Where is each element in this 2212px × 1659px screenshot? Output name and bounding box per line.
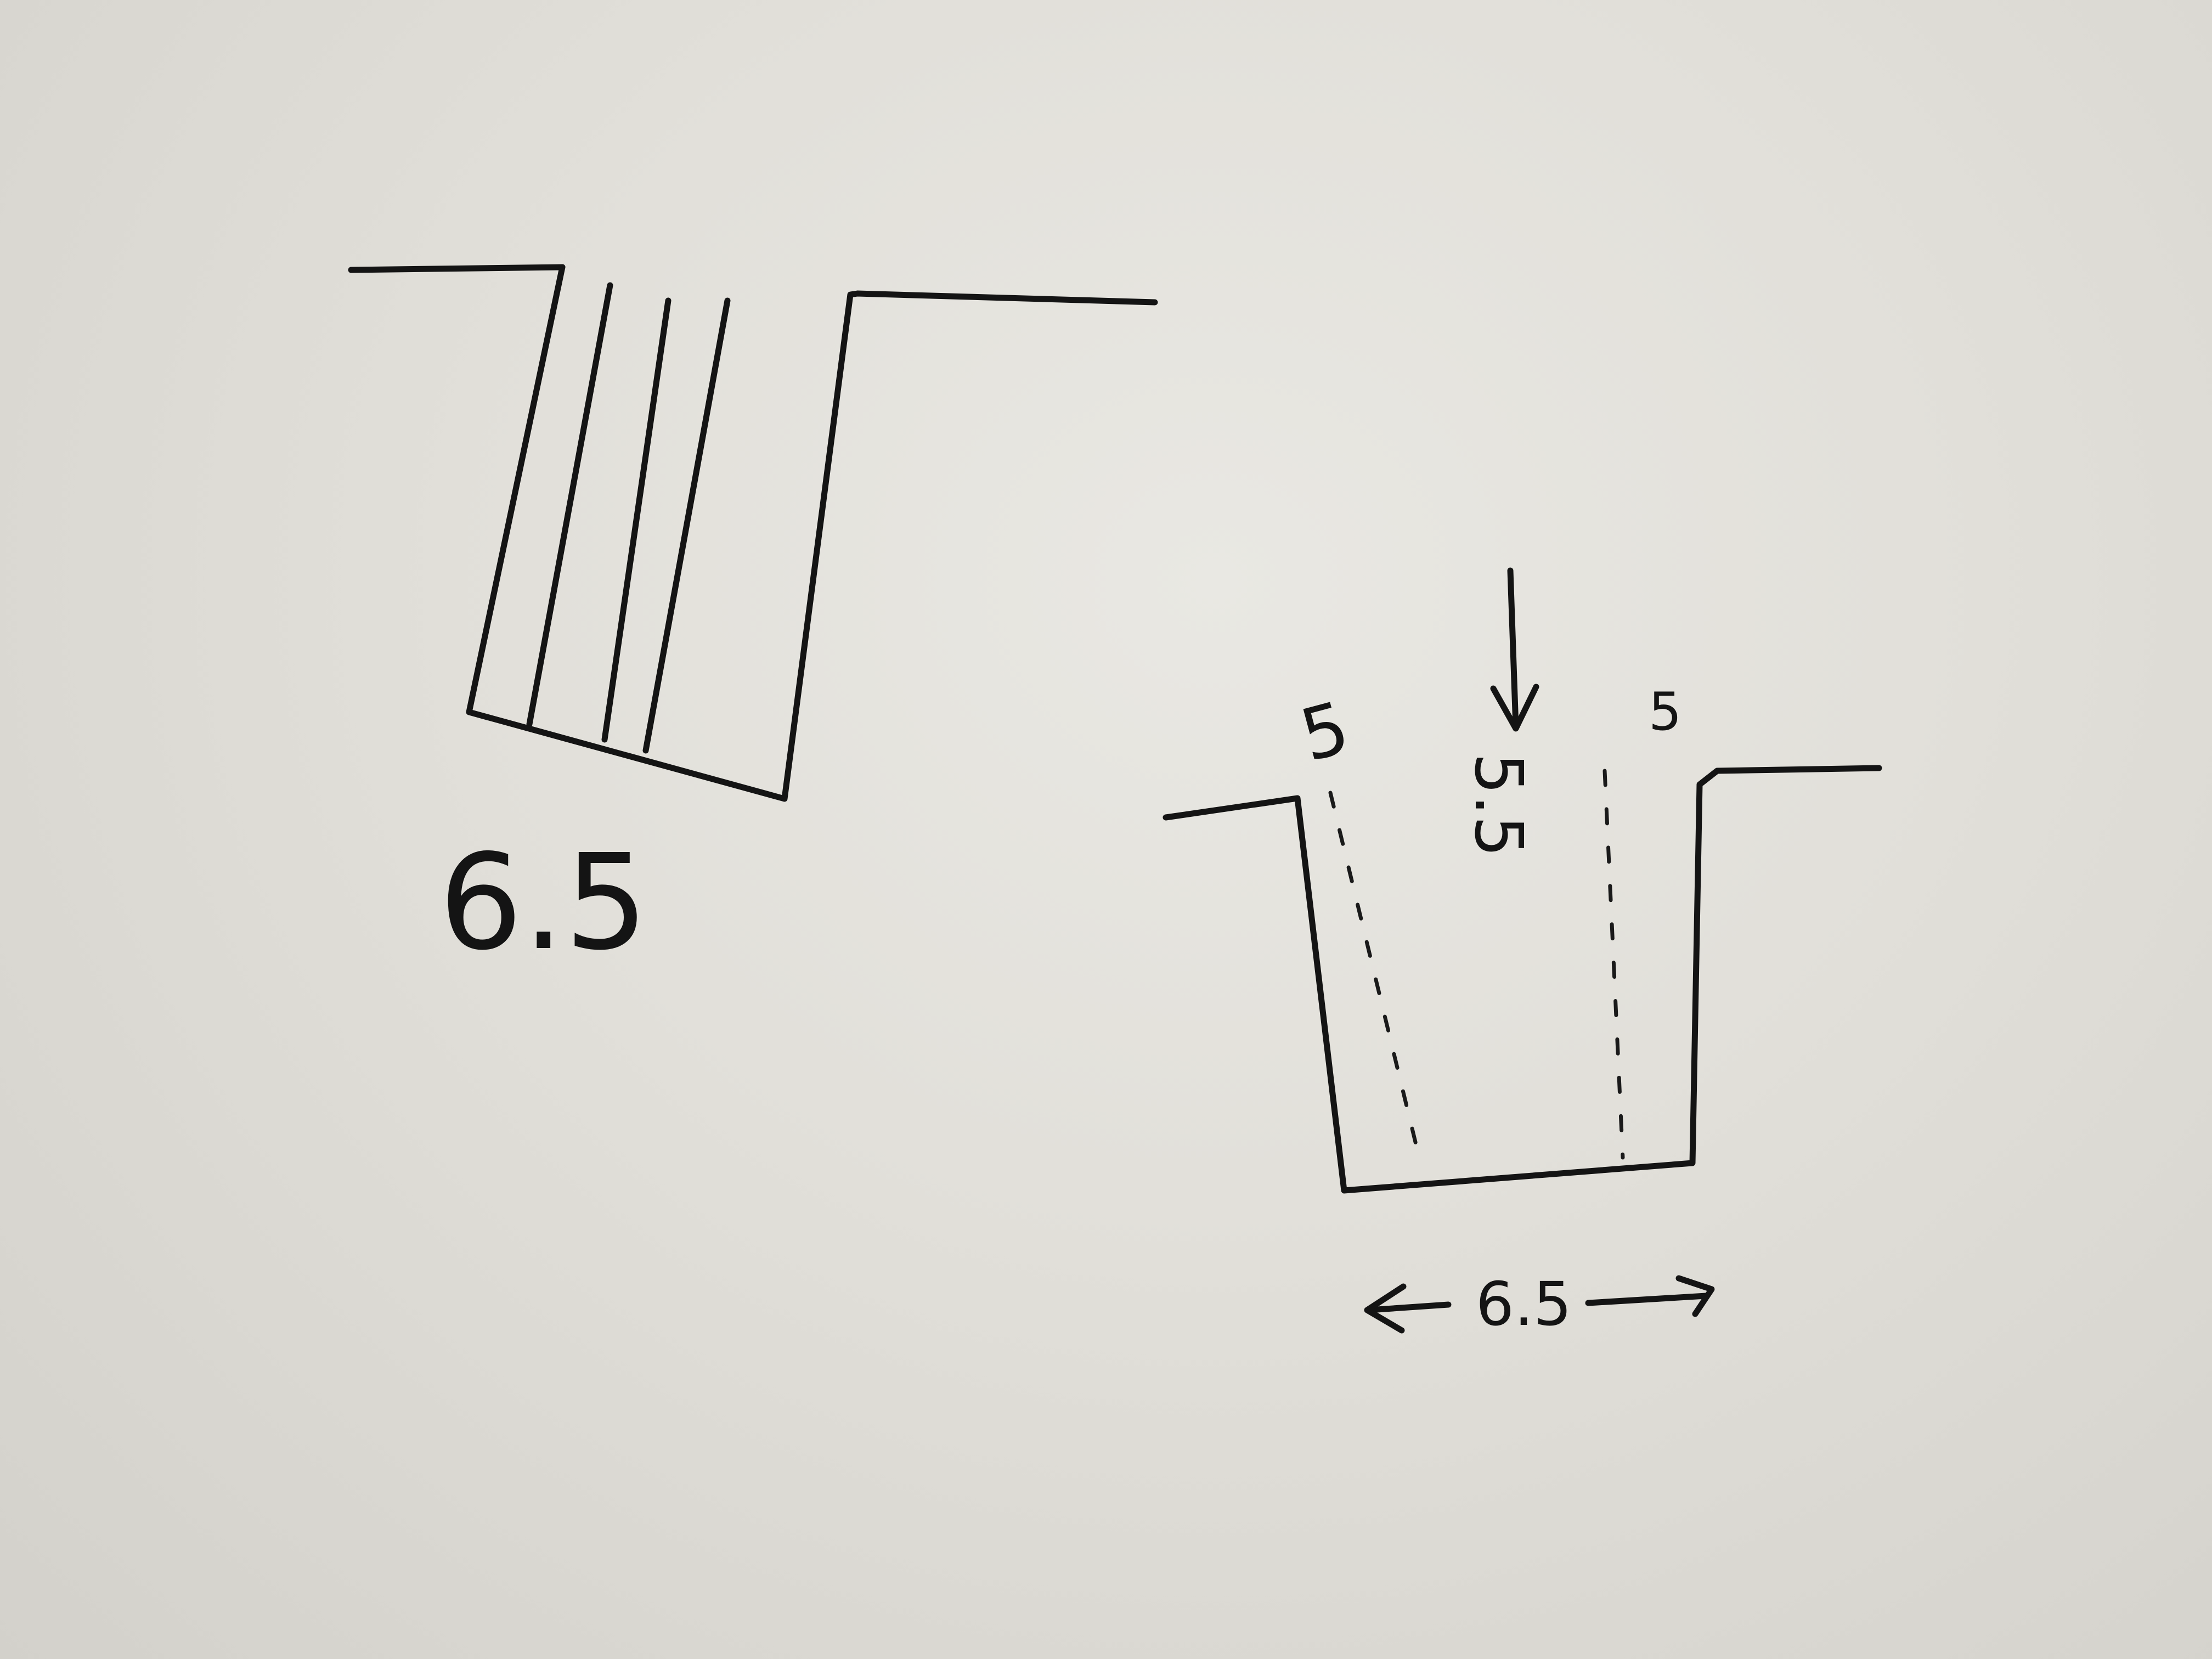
left-dashed-offset-line	[1328, 791, 1419, 1149]
right-trench-outline	[1163, 765, 1882, 1194]
down-arrow-icon	[1490, 567, 1539, 732]
right-dashed-offset-line	[1602, 769, 1625, 1160]
trench-slat-2	[601, 297, 672, 743]
trench-slat-1	[526, 282, 613, 727]
depth-label: 5.5	[1460, 753, 1536, 857]
left-ground-line	[348, 264, 566, 273]
right-arrow-icon	[1585, 1275, 1715, 1317]
left-wall-label: 5	[1292, 685, 1357, 777]
trench-slat-3	[642, 297, 731, 754]
right-trench-figure: 5.5 5 5 6.5	[1163, 567, 1882, 1339]
left-trench-figure: 6.5	[348, 264, 1158, 979]
right-wall-label: 5	[1649, 682, 1681, 742]
left-trench-outline	[466, 264, 1158, 802]
left-width-label: 6.5	[439, 826, 648, 979]
right-width-label: 6.5	[1476, 1269, 1572, 1339]
left-arrow-icon	[1364, 1283, 1452, 1334]
